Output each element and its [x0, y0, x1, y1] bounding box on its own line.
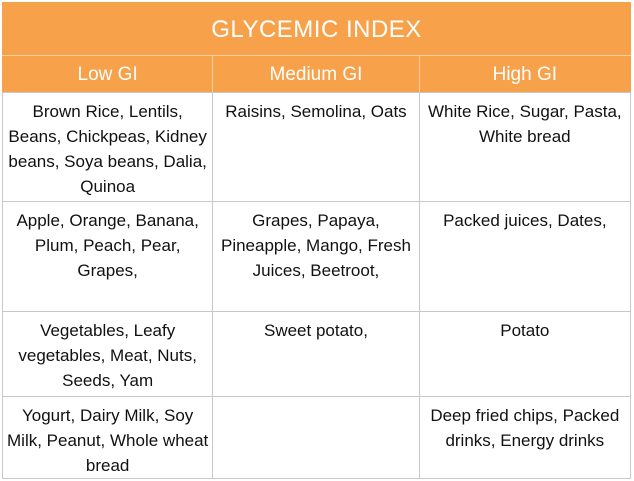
table-row: Vegetables, Leafy vegetables, Meat, Nuts…: [1, 310, 632, 397]
table-cell-low-gi: Vegetables, Leafy vegetables, Meat, Nuts…: [1, 310, 214, 397]
table-cell-low-gi: Yogurt, Dairy Milk, Soy Milk, Peanut, Wh…: [1, 395, 214, 480]
table-row: Yogurt, Dairy Milk, Soy Milk, Peanut, Wh…: [1, 395, 632, 480]
table-cell-high-gi: Deep fried chips, Packed drinks, Energy …: [418, 395, 632, 480]
table-cell-high-gi: White Rice, Sugar, Pasta, White bread: [418, 91, 632, 203]
table-cell-medium-gi: Raisins, Semolina, Oats: [212, 91, 420, 203]
column-header-high-gi: High GI: [418, 55, 632, 93]
table-row: Brown Rice, Lentils, Beans, Chickpeas, K…: [1, 91, 632, 203]
title-row: GLYCEMIC INDEX: [2, 2, 631, 56]
table-cell-medium-gi: [212, 395, 420, 480]
table-cell-high-gi: Packed juices, Dates,: [418, 201, 632, 312]
table-row: Apple, Orange, Banana, Plum, Peach, Pear…: [1, 201, 632, 312]
column-header-low-gi: Low GI: [1, 55, 214, 93]
column-header-medium-gi: Medium GI: [212, 55, 420, 93]
table-cell-high-gi: Potato: [418, 310, 632, 397]
table-title: GLYCEMIC INDEX: [2, 2, 631, 56]
table-cell-medium-gi: Sweet potato,: [212, 310, 420, 397]
table-cell-low-gi: Brown Rice, Lentils, Beans, Chickpeas, K…: [1, 91, 214, 203]
table-cell-medium-gi: Grapes, Papaya, Pineapple, Mango, Fresh …: [212, 201, 420, 312]
table-cell-low-gi: Apple, Orange, Banana, Plum, Peach, Pear…: [1, 201, 214, 312]
column-header-row: Low GI Medium GI High GI: [1, 55, 632, 93]
